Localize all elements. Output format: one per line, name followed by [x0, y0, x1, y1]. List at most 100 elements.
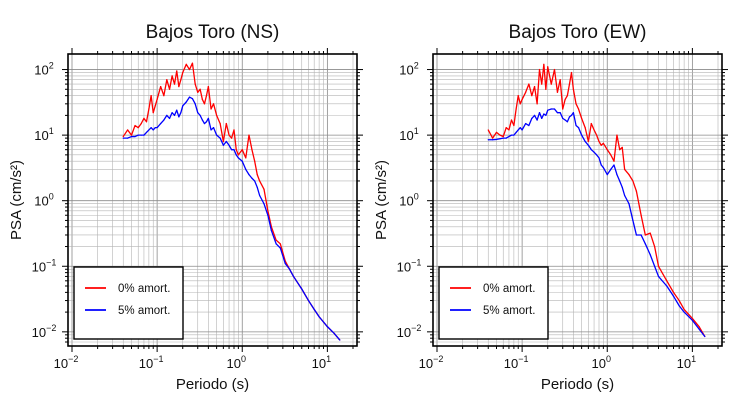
axis-ticks — [427, 48, 728, 352]
data-point — [602, 166, 604, 169]
data-point — [137, 127, 139, 129]
data-point — [130, 135, 133, 138]
plot-frame — [67, 53, 358, 347]
data-point — [160, 85, 162, 88]
series-undamped — [487, 63, 706, 338]
data-point — [222, 140, 224, 143]
data-point — [632, 180, 634, 182]
data-point — [691, 319, 693, 321]
data-point — [241, 149, 243, 151]
data-point — [553, 68, 556, 71]
legend-box — [73, 266, 184, 340]
data-point — [525, 122, 527, 125]
legend-label: 0% amort. — [118, 283, 170, 295]
data-point — [145, 121, 148, 123]
data-point — [621, 146, 623, 148]
data-point — [678, 299, 680, 302]
data-point — [698, 328, 700, 330]
data-point — [180, 112, 182, 114]
data-point — [143, 117, 145, 119]
data-point — [644, 243, 646, 245]
x-tick-label: 10−1 — [504, 354, 529, 371]
data-point — [593, 151, 595, 153]
x-tick-label: 101 — [312, 354, 331, 371]
data-point — [566, 95, 568, 97]
data-point — [235, 149, 237, 151]
data-point — [228, 134, 230, 136]
data-point — [543, 63, 545, 65]
data-point — [326, 326, 328, 328]
data-point — [600, 164, 602, 166]
data-point — [168, 88, 171, 90]
data-point — [649, 232, 651, 234]
data-point — [231, 149, 233, 151]
data-point — [163, 119, 165, 121]
data-point — [259, 180, 261, 182]
data-point — [188, 68, 191, 71]
data-point — [201, 119, 203, 121]
data-point — [163, 95, 165, 97]
data-point — [581, 134, 583, 136]
data-point — [140, 134, 142, 136]
data-point — [510, 119, 513, 121]
data-point — [130, 134, 133, 136]
data-point — [556, 112, 559, 114]
data-point — [502, 135, 504, 138]
data-point — [233, 149, 235, 151]
data-point — [515, 108, 517, 110]
x-tick-label: 100 — [227, 354, 246, 371]
data-point — [219, 137, 221, 139]
data-point — [521, 129, 523, 131]
data-point — [545, 88, 547, 90]
data-point — [691, 317, 693, 320]
data-point — [553, 108, 556, 110]
data-point — [672, 291, 675, 293]
data-point — [505, 137, 507, 139]
data-point — [562, 117, 564, 119]
data-point — [275, 243, 277, 245]
data-point — [584, 140, 586, 143]
data-point — [127, 129, 129, 131]
data-point — [528, 124, 530, 127]
x-tick-label: 10−1 — [139, 354, 164, 371]
data-point — [289, 268, 291, 270]
data-point — [245, 157, 247, 159]
data-point — [270, 229, 272, 232]
legend-box — [438, 266, 549, 340]
data-point — [492, 137, 494, 139]
data-point — [185, 63, 187, 65]
data-point — [683, 311, 685, 313]
y-tick-label: 100 — [399, 192, 418, 209]
data-point — [624, 194, 626, 197]
data-point — [619, 149, 621, 151]
data-point — [245, 168, 247, 171]
data-point — [182, 105, 184, 107]
data-point — [259, 194, 261, 197]
data-point — [207, 85, 209, 88]
data-point — [199, 88, 201, 90]
data-point — [564, 119, 566, 121]
data-point — [171, 112, 173, 114]
y-tick-label: 10−1 — [397, 257, 422, 274]
data-point — [267, 214, 269, 216]
data-point — [640, 234, 642, 236]
data-point — [307, 299, 310, 302]
data-point — [596, 154, 598, 156]
x-tick-label: 100 — [592, 354, 611, 371]
data-point — [587, 144, 589, 146]
data-point — [541, 83, 543, 85]
data-point — [575, 124, 577, 127]
data-point — [137, 134, 139, 136]
data-point — [171, 75, 173, 77]
data-point — [318, 316, 320, 318]
data-point — [166, 114, 168, 116]
data-point — [568, 83, 571, 85]
data-point — [140, 122, 142, 125]
data-point — [577, 108, 580, 110]
data-point — [628, 203, 630, 205]
data-point — [199, 114, 201, 116]
data-point — [596, 134, 598, 136]
data-point — [521, 98, 523, 101]
legend: 0% amort. 5% amort. — [73, 266, 184, 340]
data-point — [237, 157, 239, 159]
